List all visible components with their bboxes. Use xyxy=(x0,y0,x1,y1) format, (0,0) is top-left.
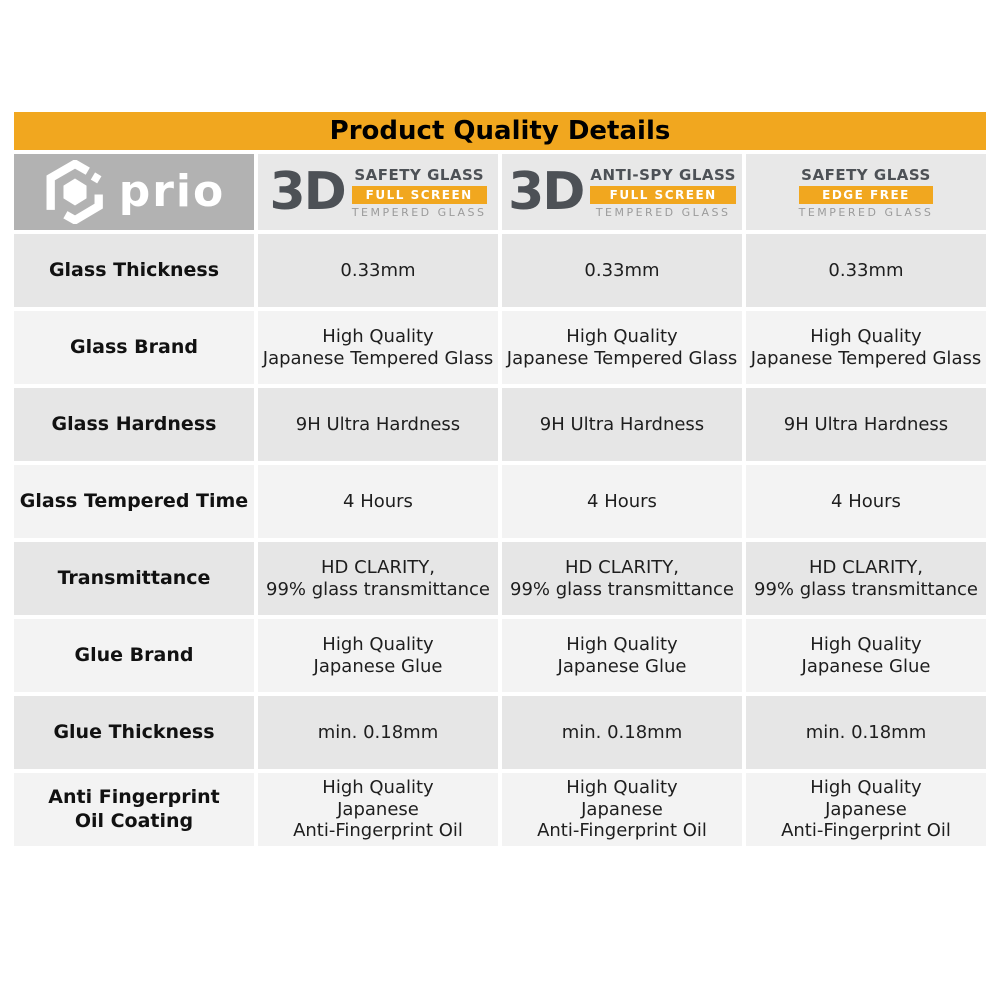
row-label-glass-brand: Glass Brand xyxy=(14,311,254,384)
cell-value: High Quality Japanese Tempered Glass xyxy=(502,311,742,384)
cell-value: 4 Hours xyxy=(746,465,986,538)
cell-value: High Quality Japanese Anti-Fingerprint O… xyxy=(258,773,498,846)
product-name-stack: ANTI-SPY GLASS FULL SCREEN TEMPERED GLAS… xyxy=(590,166,736,219)
prio-hexagon-logo-icon xyxy=(43,160,107,224)
product-subtitle: TEMPERED GLASS xyxy=(595,205,731,219)
product-name: ANTI-SPY GLASS xyxy=(590,165,736,184)
cell-value: min. 0.18mm xyxy=(258,696,498,769)
product-name: SAFETY GLASS xyxy=(801,165,931,184)
cell-value: 9H Ultra Hardness xyxy=(258,388,498,461)
product-badge: FULL SCREEN xyxy=(590,185,736,204)
column-header-safety-glass-edge-free: SAFETY GLASS EDGE FREE TEMPERED GLASS xyxy=(746,154,986,230)
product-badge: EDGE FREE xyxy=(798,185,934,204)
product-subtitle: TEMPERED GLASS xyxy=(798,205,934,219)
row-label-glass-hardness: Glass Hardness xyxy=(14,388,254,461)
cell-value: High Quality Japanese Anti-Fingerprint O… xyxy=(502,773,742,846)
cell-value: 4 Hours xyxy=(502,465,742,538)
product-subtitle: TEMPERED GLASS xyxy=(351,205,487,219)
cell-value: HD CLARITY, 99% glass transmittance xyxy=(746,542,986,615)
page-title: Product Quality Details xyxy=(14,112,986,150)
cell-value: min. 0.18mm xyxy=(746,696,986,769)
cell-value: min. 0.18mm xyxy=(502,696,742,769)
cell-value: High Quality Japanese Tempered Glass xyxy=(258,311,498,384)
product-name: SAFETY GLASS xyxy=(354,165,484,184)
row-label-transmittance: Transmittance xyxy=(14,542,254,615)
cell-value: HD CLARITY, 99% glass transmittance xyxy=(258,542,498,615)
product-badge: FULL SCREEN xyxy=(351,185,487,204)
product-name-stack: SAFETY GLASS EDGE FREE TEMPERED GLASS xyxy=(798,165,934,219)
column-header-3d-safety-glass: 3D SAFETY GLASS FULL SCREEN TEMPERED GLA… xyxy=(258,154,498,230)
cell-value: High Quality Japanese Anti-Fingerprint O… xyxy=(746,773,986,846)
cell-value: HD CLARITY, 99% glass transmittance xyxy=(502,542,742,615)
row-label-glass-tempered-time: Glass Tempered Time xyxy=(14,465,254,538)
row-label-anti-fingerprint-oil-coating: Anti Fingerprint Oil Coating xyxy=(14,773,254,846)
cell-value: 0.33mm xyxy=(258,234,498,307)
3d-prefix-label: 3D xyxy=(508,161,585,222)
brand-logo-cell: prio xyxy=(14,154,254,230)
3d-prefix-label: 3D xyxy=(269,161,346,222)
comparison-grid: prio 3D SAFETY GLASS FULL SCREEN TEMPERE… xyxy=(14,154,986,846)
cell-value: High Quality Japanese Glue xyxy=(258,619,498,692)
cell-value: High Quality Japanese Glue xyxy=(502,619,742,692)
cell-value: 0.33mm xyxy=(746,234,986,307)
product-quality-table: Product Quality Details prio 3D SAFETY G… xyxy=(14,112,986,846)
row-label-glue-brand: Glue Brand xyxy=(14,619,254,692)
cell-value: High Quality Japanese Tempered Glass xyxy=(746,311,986,384)
row-label-glue-thickness: Glue Thickness xyxy=(14,696,254,769)
cell-value: 9H Ultra Hardness xyxy=(746,388,986,461)
cell-value: 9H Ultra Hardness xyxy=(502,388,742,461)
column-header-3d-anti-spy-glass: 3D ANTI-SPY GLASS FULL SCREEN TEMPERED G… xyxy=(502,154,742,230)
cell-value: 0.33mm xyxy=(502,234,742,307)
cell-value: High Quality Japanese Glue xyxy=(746,619,986,692)
brand-name: prio xyxy=(118,166,226,217)
cell-value: 4 Hours xyxy=(258,465,498,538)
row-label-glass-thickness: Glass Thickness xyxy=(14,234,254,307)
product-name-stack: SAFETY GLASS FULL SCREEN TEMPERED GLASS xyxy=(351,165,487,219)
